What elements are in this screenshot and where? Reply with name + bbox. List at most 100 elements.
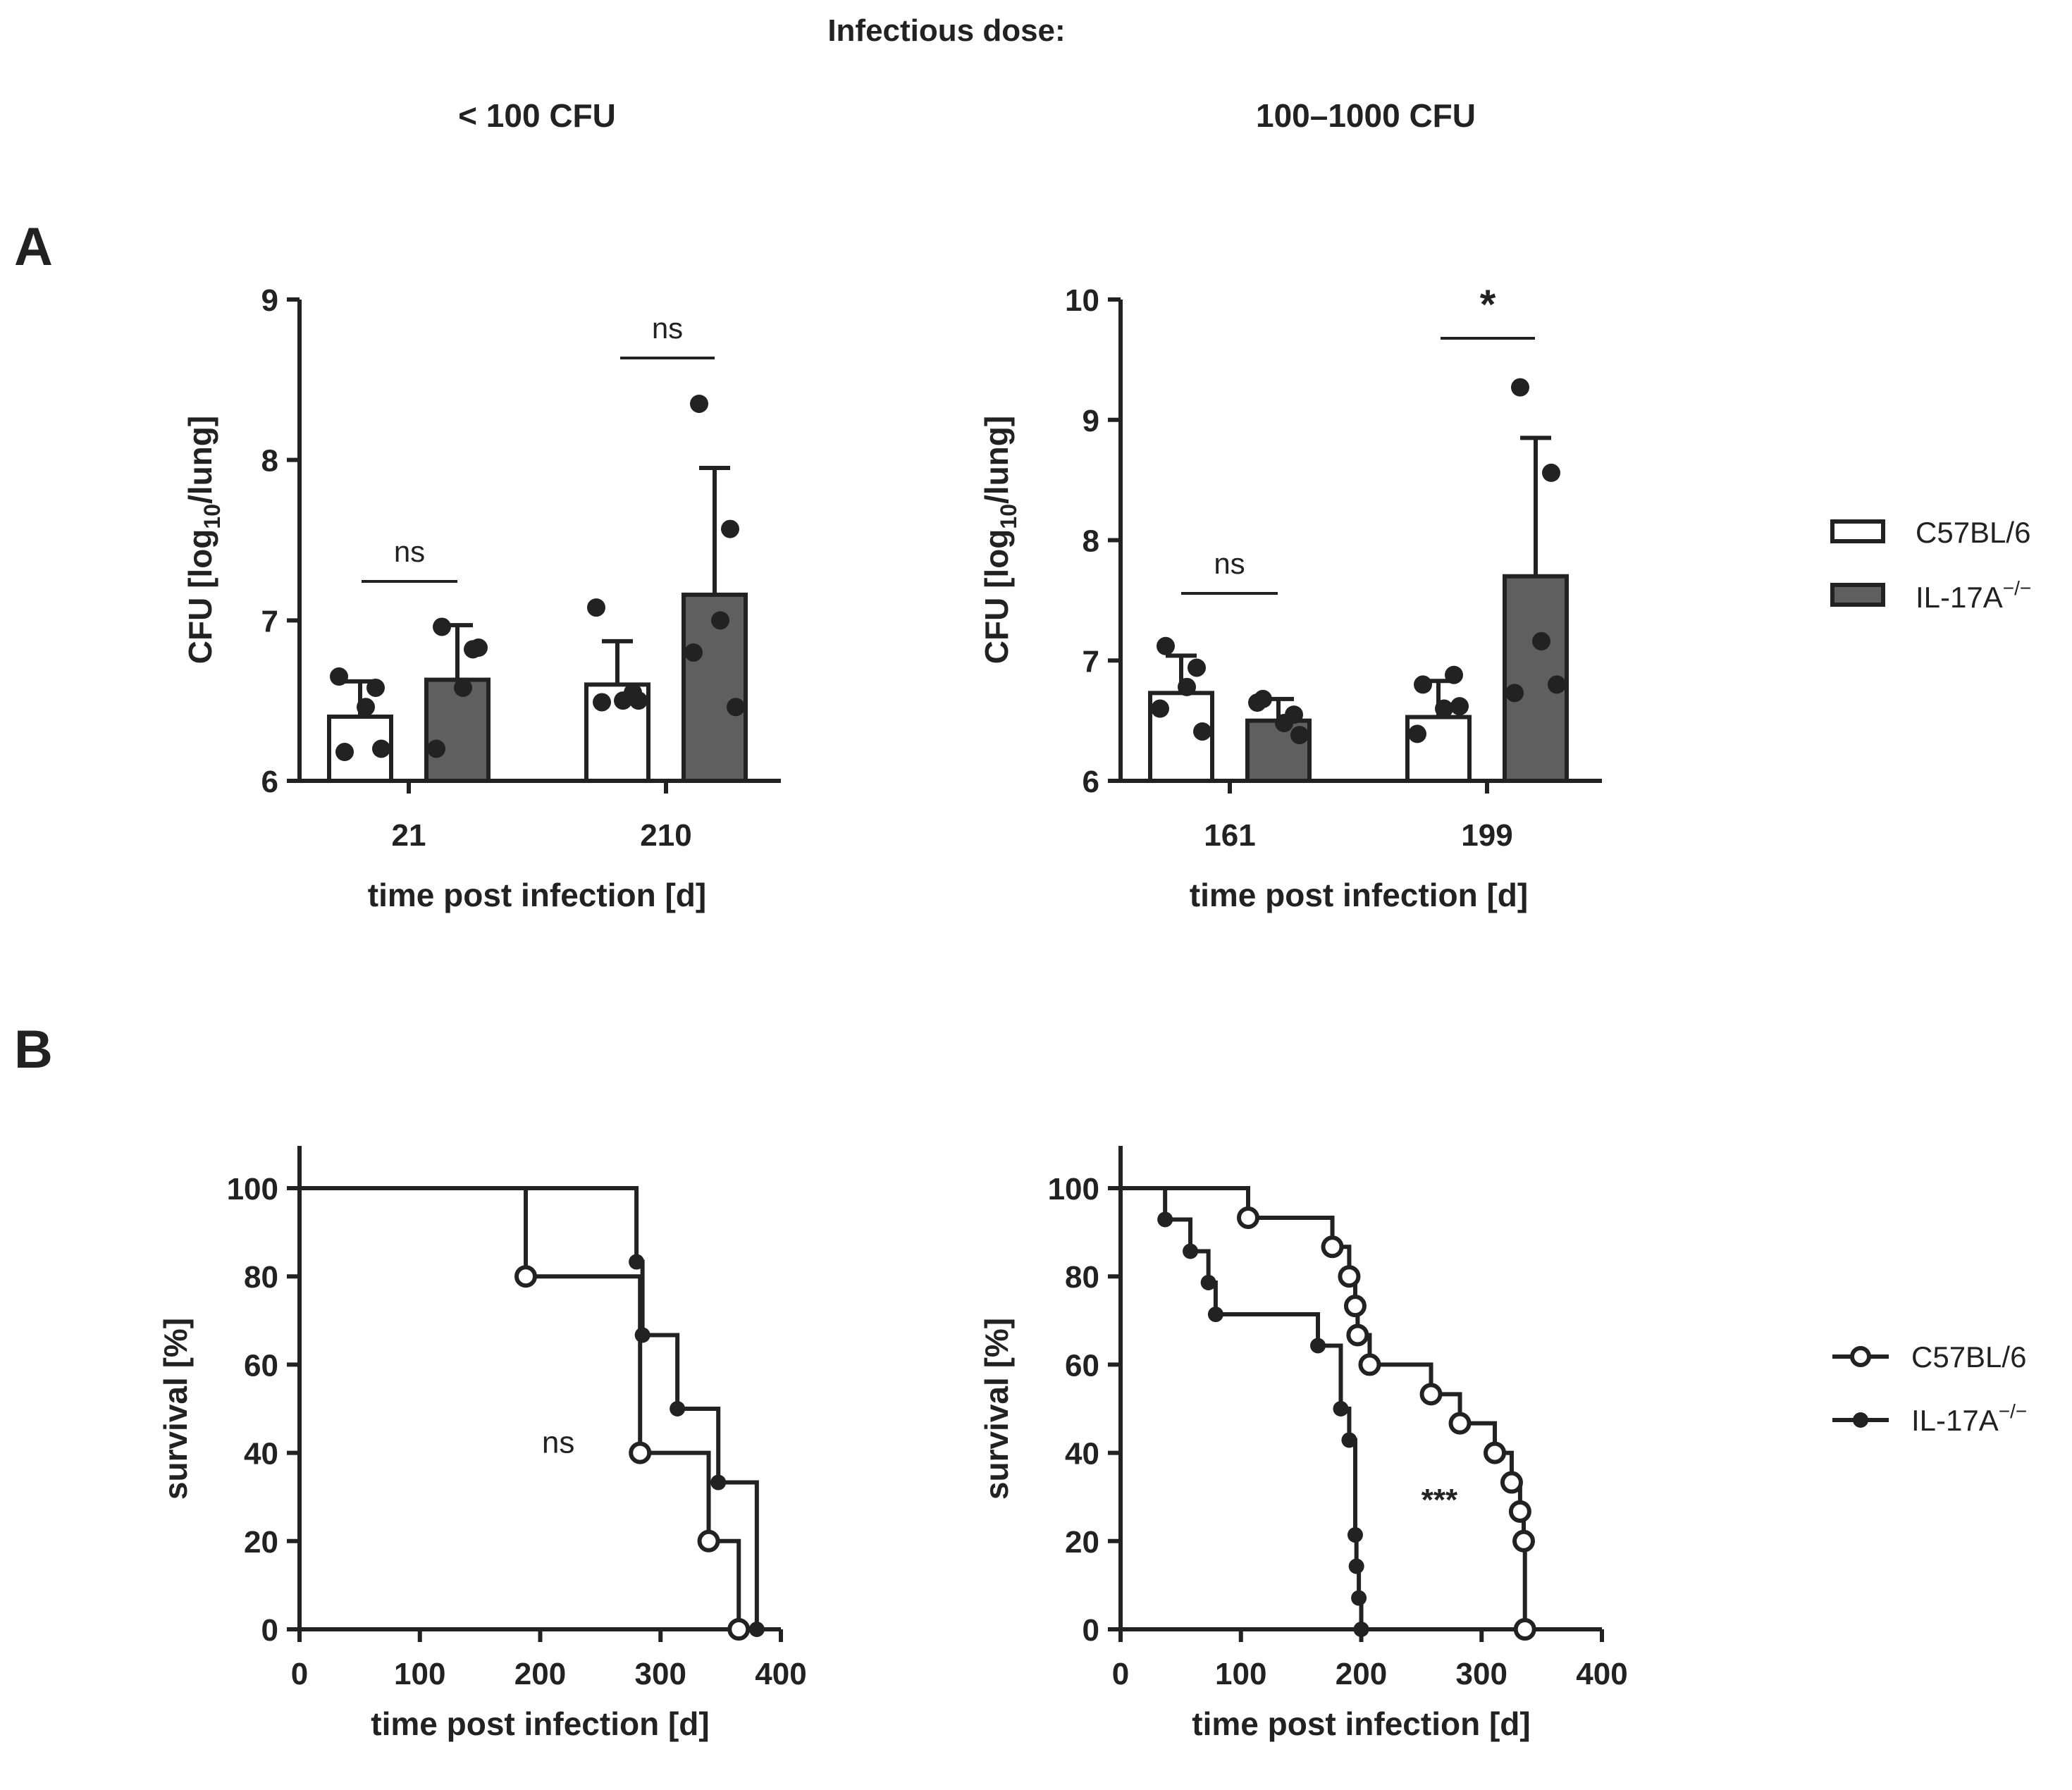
event-marker: [629, 1254, 645, 1270]
data-point: [1157, 636, 1175, 655]
event-marker: [1448, 1412, 1472, 1435]
x-tick-label: 210: [640, 818, 691, 853]
data-point: [1290, 726, 1309, 745]
y-tick-label: 20: [244, 1525, 278, 1560]
data-point: [684, 643, 703, 662]
event-marker: [1508, 1500, 1531, 1523]
x-tick-label: 200: [1336, 1657, 1387, 1691]
event-marker: [1333, 1401, 1349, 1416]
x-tick-label: 21: [392, 818, 426, 853]
significance-label: ***: [1422, 1483, 1458, 1517]
data-point: [1445, 665, 1463, 684]
y-tick-label: 60: [244, 1348, 278, 1383]
significance-label: ns: [542, 1426, 574, 1460]
significance-label: *: [1480, 282, 1496, 328]
bar-c57bl6-199: [1405, 715, 1472, 783]
legend-a-swatch-il17: [1830, 583, 1885, 607]
chart-a-right: 6 7 8 9 10 161 199 CFU [log10/lung] time post in…: [978, 282, 1602, 913]
legend-b-label-c57: C57BL/6: [1911, 1340, 2026, 1374]
legend-b-marker-c57: [1850, 1346, 1871, 1367]
data-point: [433, 617, 451, 636]
event-marker: [748, 1622, 765, 1637]
x-axis-label: time post infection [d]: [1192, 1705, 1530, 1742]
event-marker: [1419, 1383, 1443, 1406]
event-marker: [1351, 1590, 1367, 1606]
data-point: [1548, 675, 1566, 694]
legend-b-label-il17: IL-17A−/−: [1911, 1400, 2027, 1437]
event-marker: [1358, 1353, 1381, 1376]
chart-b-left: 0 20 40 60 80 100 0 100 200 300 400 survival [%] tim…: [157, 1146, 807, 1742]
x-tick-label: 400: [755, 1657, 806, 1691]
data-point: [1248, 693, 1266, 712]
x-tick-label: 200: [514, 1657, 566, 1691]
x-tick-label: 100: [394, 1657, 445, 1691]
y-tick-label: 20: [1065, 1525, 1099, 1560]
significance-label: ns: [394, 535, 425, 568]
y-tick-label: 7: [1083, 644, 1099, 679]
event-marker: [1512, 1529, 1536, 1553]
event-marker: [1338, 1265, 1361, 1288]
data-point: [1450, 697, 1469, 716]
data-point: [427, 739, 445, 758]
data-point: [1188, 658, 1206, 677]
event-marker: [634, 1327, 650, 1343]
data-point: [330, 667, 348, 686]
event-marker: [1347, 1527, 1363, 1543]
data-point: [454, 678, 472, 697]
x-tick-label: 400: [1576, 1657, 1627, 1691]
data-point: [1193, 722, 1211, 741]
x-tick-label: 199: [1461, 818, 1512, 853]
survival-curve-c57bl6: [1121, 1186, 1527, 1629]
event-marker: [629, 1441, 652, 1464]
data-point: [593, 693, 611, 712]
event-marker: [710, 1474, 727, 1490]
bar-il17a-21: [424, 677, 491, 783]
y-tick-label: 9: [261, 283, 278, 318]
data-point: [1414, 675, 1432, 694]
event-marker: [1343, 1295, 1367, 1318]
legend-a: C57BL/6 IL-17A−/−: [1830, 516, 2031, 614]
x-tick-label: 161: [1204, 818, 1255, 853]
data-point: [1505, 684, 1524, 703]
x-axis-label: time post infection [d]: [368, 877, 706, 913]
y-axis-label: CFU [log10/lung]: [978, 416, 1021, 664]
chart-a-left: 6 7 8 9 21 210 CFU [log10/lung] time post infec…: [182, 283, 781, 913]
data-point: [366, 678, 385, 697]
event-marker: [1341, 1432, 1357, 1448]
y-tick-label: 40: [244, 1437, 278, 1471]
event-marker: [1200, 1274, 1216, 1290]
data-point: [629, 691, 648, 710]
data-point: [711, 611, 729, 630]
legend-b-marker-il17: [1853, 1412, 1868, 1428]
legend-a-swatch-c57: [1830, 519, 1885, 543]
event-marker: [1513, 1618, 1536, 1641]
event-marker: [1310, 1338, 1326, 1354]
event-marker: [1348, 1558, 1364, 1574]
y-axis-label: survival [%]: [978, 1318, 1015, 1500]
y-axis-label: CFU [log10/lung]: [182, 416, 225, 664]
data-point: [1178, 677, 1196, 696]
event-marker: [1346, 1323, 1369, 1347]
significance-label: ns: [652, 311, 683, 345]
dose-high-label: 100–1000 CFU: [1256, 97, 1476, 134]
data-point: [469, 638, 488, 658]
legend-a-label-c57: C57BL/6: [1916, 516, 2030, 549]
x-tick-label: 0: [1112, 1657, 1129, 1691]
event-marker: [1321, 1235, 1344, 1259]
event-marker: [1500, 1471, 1523, 1494]
dose-low-label: < 100 CFU: [458, 97, 616, 134]
event-marker: [697, 1529, 720, 1553]
x-axis-label: time post infection [d]: [1190, 877, 1528, 913]
bar-il17a-199: [1503, 574, 1569, 783]
y-tick-label: 0: [1083, 1613, 1099, 1648]
data-point: [372, 739, 390, 758]
data-point: [335, 743, 354, 762]
x-tick-label: 300: [635, 1657, 686, 1691]
y-tick-label: 100: [227, 1172, 278, 1206]
data-point: [587, 598, 605, 617]
data-point: [1408, 724, 1426, 743]
chart-b-right: 0 20 40 60 80 100 0 100 200 300 400 survival [%] tim…: [978, 1146, 1628, 1742]
y-tick-label: 6: [261, 765, 278, 799]
y-tick-label: 100: [1048, 1172, 1099, 1206]
legend-b: C57BL/6 IL-17A−/−: [1832, 1340, 2027, 1437]
